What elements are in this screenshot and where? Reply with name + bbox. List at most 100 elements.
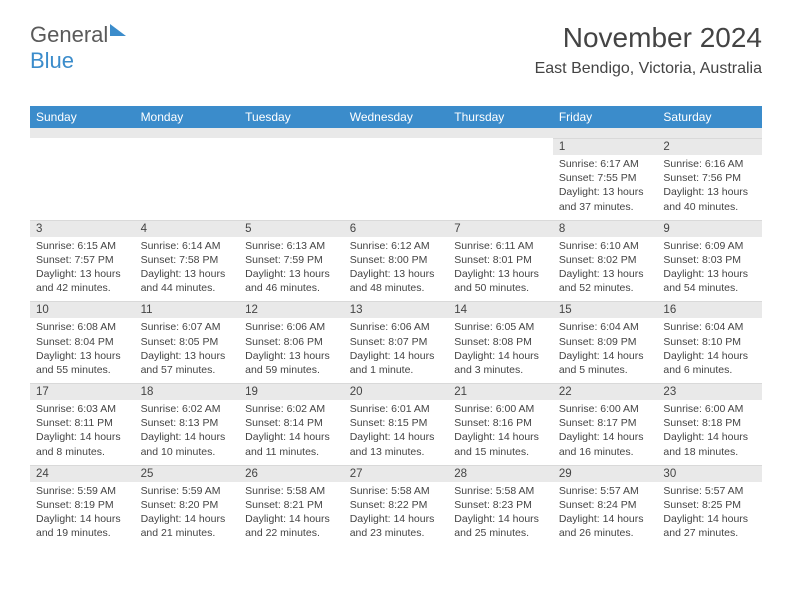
- sunset-text: Sunset: 8:19 PM: [36, 498, 129, 512]
- calendar-cell: 16Sunrise: 6:04 AMSunset: 8:10 PMDayligh…: [657, 301, 762, 383]
- sunrise-text: Sunrise: 6:16 AM: [663, 157, 756, 171]
- day-header: Tuesday: [239, 106, 344, 128]
- day-number: 25: [135, 465, 240, 482]
- calendar-cell: 29Sunrise: 5:57 AMSunset: 8:24 PMDayligh…: [553, 465, 658, 547]
- day-body: Sunrise: 6:14 AMSunset: 7:58 PMDaylight:…: [135, 237, 240, 302]
- daylight-text: Daylight: 14 hours and 3 minutes.: [454, 349, 547, 377]
- day-body: Sunrise: 6:00 AMSunset: 8:16 PMDaylight:…: [448, 400, 553, 465]
- daylight-text: Daylight: 13 hours and 57 minutes.: [141, 349, 234, 377]
- day-header-row: Sunday Monday Tuesday Wednesday Thursday…: [30, 106, 762, 128]
- calendar-cell: 12Sunrise: 6:06 AMSunset: 8:06 PMDayligh…: [239, 301, 344, 383]
- calendar-cell: 6Sunrise: 6:12 AMSunset: 8:00 PMDaylight…: [344, 220, 449, 302]
- sunrise-text: Sunrise: 6:00 AM: [454, 402, 547, 416]
- calendar-cell: 26Sunrise: 5:58 AMSunset: 8:21 PMDayligh…: [239, 465, 344, 547]
- logo-text-blue: Blue: [30, 48, 74, 73]
- sunset-text: Sunset: 7:56 PM: [663, 171, 756, 185]
- daylight-text: Daylight: 14 hours and 6 minutes.: [663, 349, 756, 377]
- blank-row: [30, 128, 762, 138]
- sunrise-text: Sunrise: 6:04 AM: [559, 320, 652, 334]
- daylight-text: Daylight: 13 hours and 48 minutes.: [350, 267, 443, 295]
- sunrise-text: Sunrise: 6:00 AM: [559, 402, 652, 416]
- day-number: 29: [553, 465, 658, 482]
- daylight-text: Daylight: 14 hours and 27 minutes.: [663, 512, 756, 540]
- calendar-cell: 4Sunrise: 6:14 AMSunset: 7:58 PMDaylight…: [135, 220, 240, 302]
- calendar-cell: 25Sunrise: 5:59 AMSunset: 8:20 PMDayligh…: [135, 465, 240, 547]
- day-body: Sunrise: 6:15 AMSunset: 7:57 PMDaylight:…: [30, 237, 135, 302]
- calendar-cell: 17Sunrise: 6:03 AMSunset: 8:11 PMDayligh…: [30, 383, 135, 465]
- calendar-cell: 9Sunrise: 6:09 AMSunset: 8:03 PMDaylight…: [657, 220, 762, 302]
- calendar-cell: 28Sunrise: 5:58 AMSunset: 8:23 PMDayligh…: [448, 465, 553, 547]
- day-body: Sunrise: 6:00 AMSunset: 8:17 PMDaylight:…: [553, 400, 658, 465]
- sunrise-text: Sunrise: 6:06 AM: [245, 320, 338, 334]
- sunset-text: Sunset: 8:17 PM: [559, 416, 652, 430]
- day-number: 14: [448, 301, 553, 318]
- daylight-text: Daylight: 13 hours and 54 minutes.: [663, 267, 756, 295]
- daylight-text: Daylight: 14 hours and 8 minutes.: [36, 430, 129, 458]
- day-body: Sunrise: 6:02 AMSunset: 8:13 PMDaylight:…: [135, 400, 240, 465]
- sunrise-text: Sunrise: 5:59 AM: [36, 484, 129, 498]
- daylight-text: Daylight: 14 hours and 15 minutes.: [454, 430, 547, 458]
- sunrise-text: Sunrise: 6:03 AM: [36, 402, 129, 416]
- sunrise-text: Sunrise: 6:12 AM: [350, 239, 443, 253]
- sunset-text: Sunset: 8:13 PM: [141, 416, 234, 430]
- daylight-text: Daylight: 14 hours and 5 minutes.: [559, 349, 652, 377]
- sunset-text: Sunset: 8:18 PM: [663, 416, 756, 430]
- sunset-text: Sunset: 8:07 PM: [350, 335, 443, 349]
- calendar-cell: 23Sunrise: 6:00 AMSunset: 8:18 PMDayligh…: [657, 383, 762, 465]
- calendar-cell: 30Sunrise: 5:57 AMSunset: 8:25 PMDayligh…: [657, 465, 762, 547]
- day-body: Sunrise: 6:04 AMSunset: 8:10 PMDaylight:…: [657, 318, 762, 383]
- calendar-cell: 18Sunrise: 6:02 AMSunset: 8:13 PMDayligh…: [135, 383, 240, 465]
- daylight-text: Daylight: 14 hours and 22 minutes.: [245, 512, 338, 540]
- calendar: Sunday Monday Tuesday Wednesday Thursday…: [30, 106, 762, 546]
- logo-triangle-icon: [110, 24, 126, 36]
- day-number: 20: [344, 383, 449, 400]
- day-body: Sunrise: 5:59 AMSunset: 8:19 PMDaylight:…: [30, 482, 135, 547]
- calendar-cell: 21Sunrise: 6:00 AMSunset: 8:16 PMDayligh…: [448, 383, 553, 465]
- sunset-text: Sunset: 8:14 PM: [245, 416, 338, 430]
- sunset-text: Sunset: 8:22 PM: [350, 498, 443, 512]
- day-header: Saturday: [657, 106, 762, 128]
- daylight-text: Daylight: 13 hours and 44 minutes.: [141, 267, 234, 295]
- sunset-text: Sunset: 8:06 PM: [245, 335, 338, 349]
- calendar-cell: 15Sunrise: 6:04 AMSunset: 8:09 PMDayligh…: [553, 301, 658, 383]
- sunrise-text: Sunrise: 6:17 AM: [559, 157, 652, 171]
- day-number: 19: [239, 383, 344, 400]
- daylight-text: Daylight: 13 hours and 52 minutes.: [559, 267, 652, 295]
- calendar-cell: [448, 138, 553, 220]
- calendar-cell: 14Sunrise: 6:05 AMSunset: 8:08 PMDayligh…: [448, 301, 553, 383]
- calendar-cell: 8Sunrise: 6:10 AMSunset: 8:02 PMDaylight…: [553, 220, 658, 302]
- sunrise-text: Sunrise: 6:04 AM: [663, 320, 756, 334]
- sunrise-text: Sunrise: 6:11 AM: [454, 239, 547, 253]
- daylight-text: Daylight: 14 hours and 19 minutes.: [36, 512, 129, 540]
- sunrise-text: Sunrise: 6:07 AM: [141, 320, 234, 334]
- day-number: 15: [553, 301, 658, 318]
- calendar-cell: 19Sunrise: 6:02 AMSunset: 8:14 PMDayligh…: [239, 383, 344, 465]
- sunrise-text: Sunrise: 5:58 AM: [454, 484, 547, 498]
- sunset-text: Sunset: 8:09 PM: [559, 335, 652, 349]
- day-number: 10: [30, 301, 135, 318]
- day-body: Sunrise: 6:08 AMSunset: 8:04 PMDaylight:…: [30, 318, 135, 383]
- sunset-text: Sunset: 8:02 PM: [559, 253, 652, 267]
- sunset-text: Sunset: 8:23 PM: [454, 498, 547, 512]
- daylight-text: Daylight: 14 hours and 13 minutes.: [350, 430, 443, 458]
- daylight-text: Daylight: 13 hours and 46 minutes.: [245, 267, 338, 295]
- day-number: 18: [135, 383, 240, 400]
- day-body: Sunrise: 6:06 AMSunset: 8:07 PMDaylight:…: [344, 318, 449, 383]
- sunrise-text: Sunrise: 5:58 AM: [245, 484, 338, 498]
- calendar-cell: 11Sunrise: 6:07 AMSunset: 8:05 PMDayligh…: [135, 301, 240, 383]
- daylight-text: Daylight: 13 hours and 42 minutes.: [36, 267, 129, 295]
- day-body: Sunrise: 5:58 AMSunset: 8:21 PMDaylight:…: [239, 482, 344, 547]
- daylight-text: Daylight: 13 hours and 37 minutes.: [559, 185, 652, 213]
- sunset-text: Sunset: 8:25 PM: [663, 498, 756, 512]
- daylight-text: Daylight: 13 hours and 55 minutes.: [36, 349, 129, 377]
- day-body: Sunrise: 6:04 AMSunset: 8:09 PMDaylight:…: [553, 318, 658, 383]
- sunrise-text: Sunrise: 5:58 AM: [350, 484, 443, 498]
- day-header: Wednesday: [344, 106, 449, 128]
- sunset-text: Sunset: 8:10 PM: [663, 335, 756, 349]
- day-body: Sunrise: 6:02 AMSunset: 8:14 PMDaylight:…: [239, 400, 344, 465]
- day-body: Sunrise: 6:05 AMSunset: 8:08 PMDaylight:…: [448, 318, 553, 383]
- sunset-text: Sunset: 7:55 PM: [559, 171, 652, 185]
- daylight-text: Daylight: 14 hours and 26 minutes.: [559, 512, 652, 540]
- calendar-cell: 2Sunrise: 6:16 AMSunset: 7:56 PMDaylight…: [657, 138, 762, 220]
- sunset-text: Sunset: 7:58 PM: [141, 253, 234, 267]
